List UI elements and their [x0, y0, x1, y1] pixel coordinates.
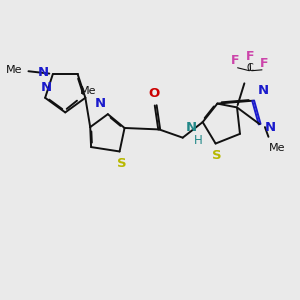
Text: Me: Me — [80, 86, 96, 96]
Text: Me: Me — [6, 65, 22, 75]
Text: N: N — [95, 97, 106, 110]
Text: N: N — [41, 81, 52, 94]
Text: H: H — [194, 134, 203, 146]
Text: F: F — [246, 50, 254, 63]
Text: Me: Me — [269, 143, 286, 153]
Text: O: O — [148, 87, 160, 100]
Text: F: F — [260, 57, 268, 70]
Text: S: S — [117, 157, 127, 170]
Text: N: N — [186, 121, 197, 134]
Text: N: N — [38, 66, 49, 79]
Text: F: F — [231, 54, 240, 67]
Text: S: S — [212, 149, 222, 162]
Text: N: N — [265, 121, 276, 134]
Text: N: N — [258, 84, 269, 97]
Text: C: C — [247, 63, 253, 73]
